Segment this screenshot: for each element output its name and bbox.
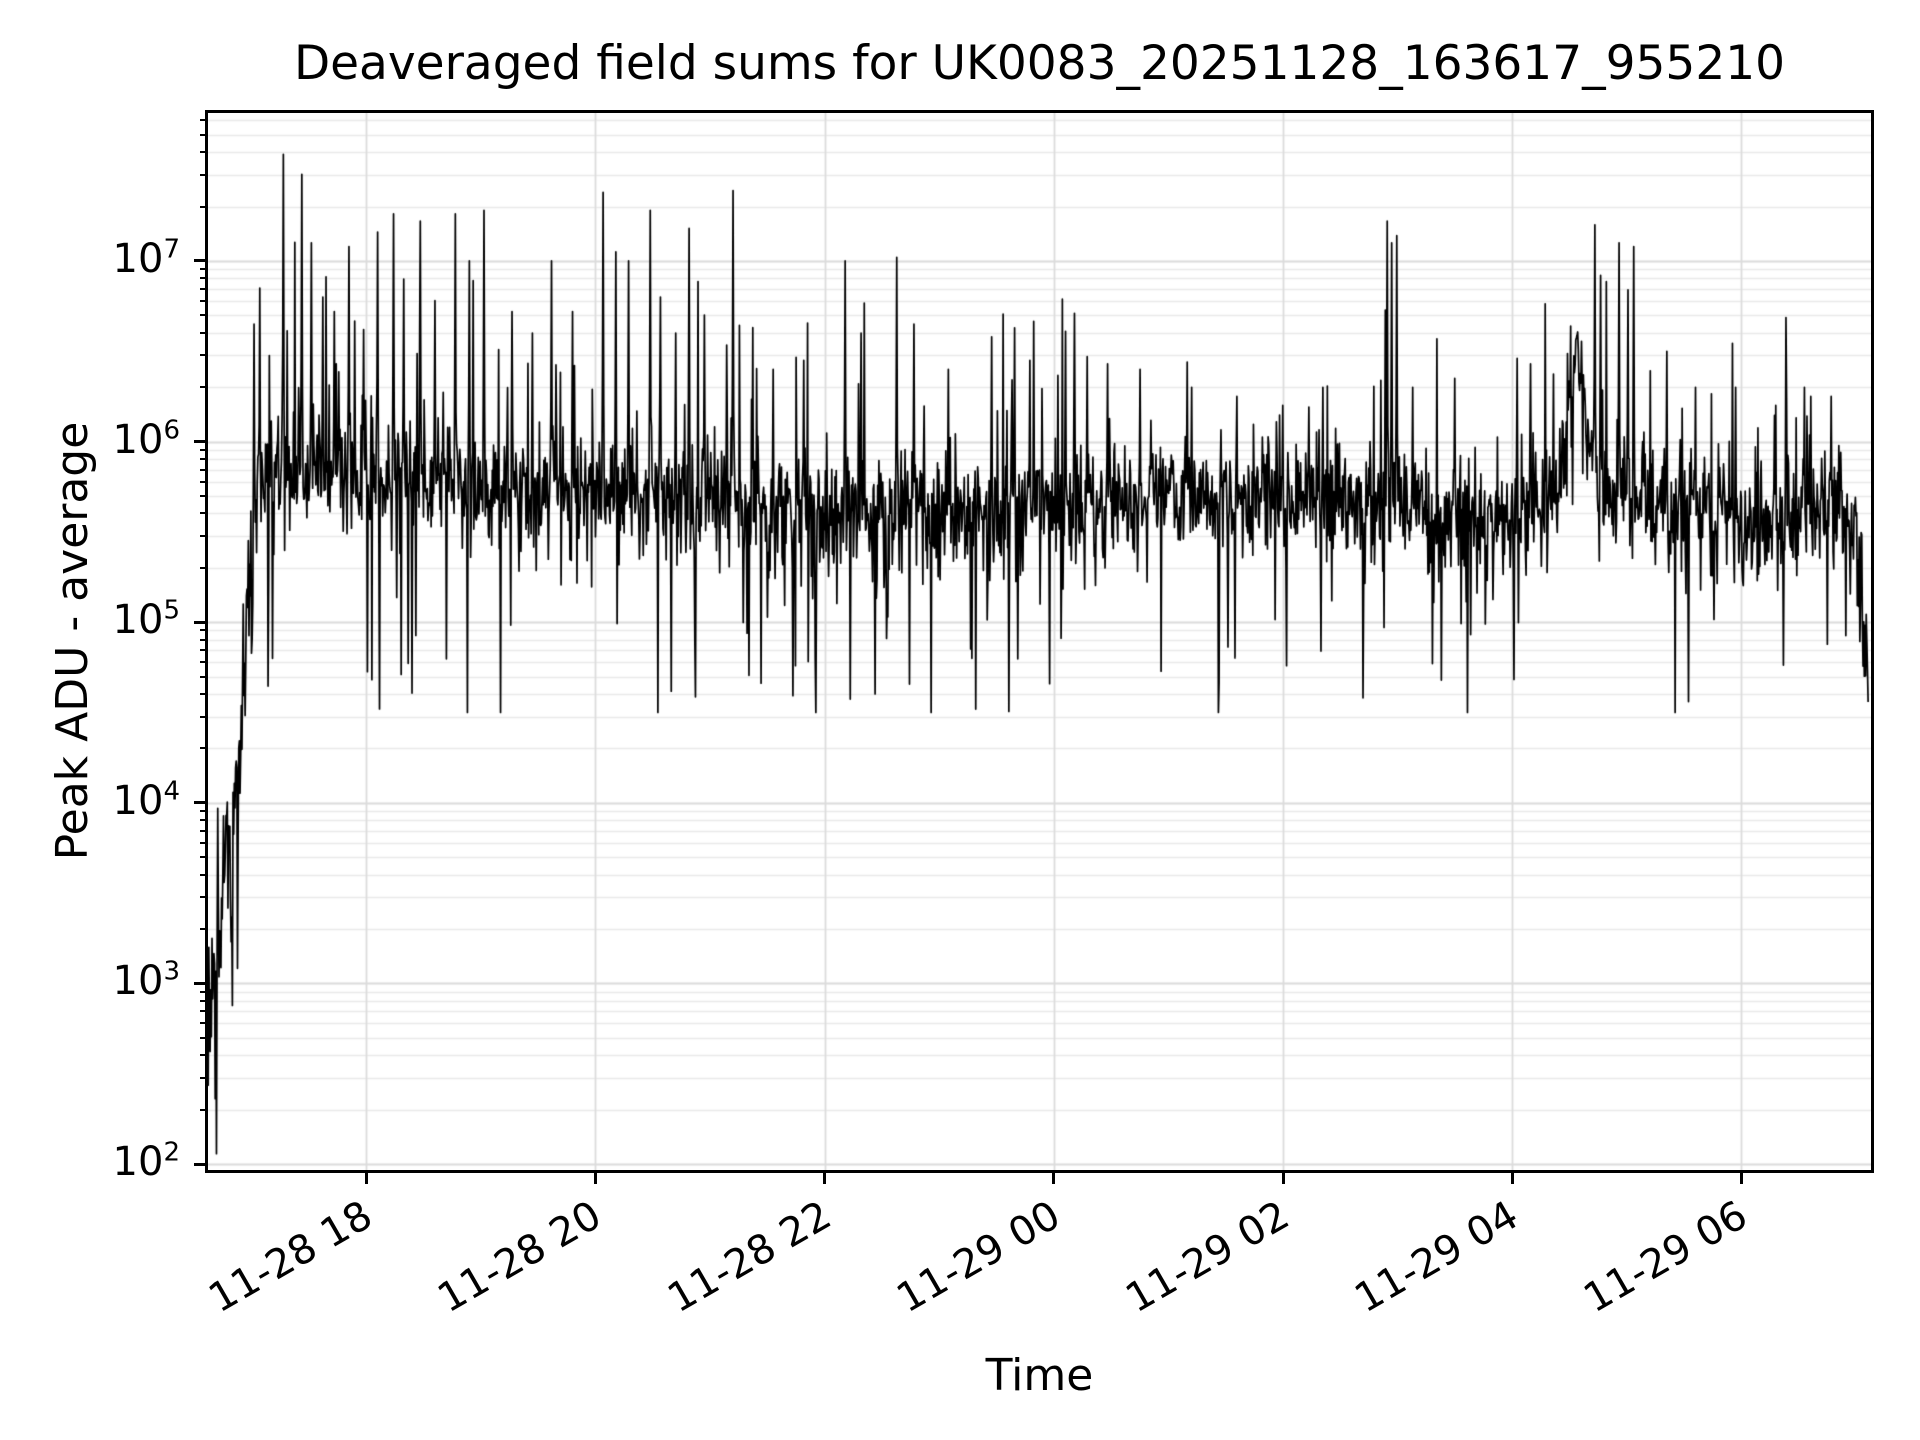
y-major-tick <box>194 981 208 985</box>
y-minor-tick <box>200 873 208 876</box>
y-minor-tick <box>200 205 208 208</box>
y-minor-tick <box>200 448 208 451</box>
x-major-tick <box>1510 1173 1514 1184</box>
y-minor-tick <box>200 856 208 859</box>
y-major-tick <box>194 801 208 805</box>
y-tick-label: 102 <box>112 1137 180 1186</box>
y-minor-tick <box>200 819 208 822</box>
x-tick-label: 11-28 20 <box>430 1192 610 1323</box>
y-minor-tick <box>200 1076 208 1079</box>
x-major-tick <box>1281 1173 1285 1184</box>
y-minor-tick <box>200 300 208 302</box>
y-tick-exponent: 5 <box>163 595 180 626</box>
y-tick-label: 103 <box>112 957 180 1005</box>
x-major-tick <box>823 1173 827 1184</box>
x-tick-label: 11-29 02 <box>1118 1192 1298 1323</box>
chart-title: Deaveraged field sums for UK0083_2025112… <box>293 36 1786 91</box>
y-minor-tick <box>200 638 208 641</box>
y-tick-label: 104 <box>112 776 180 824</box>
y-minor-tick <box>200 1108 208 1111</box>
y-minor-tick <box>200 468 208 471</box>
y-minor-tick <box>200 151 208 154</box>
x-tick-label: 11-28 22 <box>659 1192 839 1323</box>
plot-area <box>205 110 1874 1173</box>
y-minor-tick <box>200 629 208 632</box>
x-tick-label: 11-29 04 <box>1347 1192 1527 1323</box>
y-minor-tick <box>200 1036 208 1039</box>
y-major-tick <box>194 259 208 263</box>
x-tick-label: 11-28 18 <box>201 1192 381 1323</box>
y-minor-tick <box>200 458 208 461</box>
y-minor-tick <box>200 649 208 652</box>
y-minor-tick <box>200 896 208 899</box>
y-minor-tick <box>200 1010 208 1013</box>
y-minor-tick <box>200 494 208 497</box>
y-minor-tick <box>200 480 208 483</box>
y-tick-exponent: 6 <box>163 415 180 446</box>
y-minor-tick <box>200 841 208 844</box>
y-minor-tick <box>200 1054 208 1057</box>
y-minor-tick <box>200 675 208 678</box>
y-minor-tick <box>200 268 208 271</box>
y-major-tick <box>194 440 208 444</box>
y-minor-tick <box>200 810 208 813</box>
y-minor-tick <box>200 1022 208 1025</box>
y-minor-tick <box>200 133 208 136</box>
y-tick-exponent: 4 <box>163 776 180 807</box>
x-major-tick <box>1739 1173 1743 1184</box>
y-minor-tick <box>200 331 208 334</box>
y-tick-exponent: 2 <box>163 1137 180 1168</box>
y-tick-exponent: 3 <box>163 957 180 988</box>
y-minor-tick <box>200 999 208 1002</box>
y-minor-tick <box>200 829 208 832</box>
x-major-tick <box>593 1173 597 1184</box>
y-tick-exponent: 7 <box>163 234 180 265</box>
y-minor-tick <box>200 314 208 317</box>
y-minor-tick <box>200 386 208 389</box>
x-tick-label: 11-29 00 <box>889 1192 1068 1323</box>
y-minor-tick <box>200 715 208 718</box>
y-minor-tick <box>200 928 208 931</box>
y-minor-tick <box>200 693 208 696</box>
x-major-tick <box>1052 1173 1056 1184</box>
y-major-tick <box>194 620 208 624</box>
y-axis-label: Peak ADU - average <box>47 421 98 861</box>
y-tick-label: 105 <box>112 595 180 644</box>
x-axis-label: Time <box>985 1350 1094 1401</box>
y-minor-tick <box>200 566 208 569</box>
y-tick-label: 106 <box>112 415 180 463</box>
y-major-tick <box>194 1162 208 1166</box>
y-tick-label: 107 <box>112 234 180 282</box>
y-minor-tick <box>200 354 208 357</box>
y-minor-tick <box>200 534 208 537</box>
y-minor-tick <box>200 287 208 290</box>
y-minor-tick <box>200 661 208 664</box>
y-minor-tick <box>200 512 208 515</box>
y-minor-tick <box>200 277 208 280</box>
x-tick-label: 11-29 06 <box>1576 1192 1756 1323</box>
y-minor-tick <box>200 119 208 122</box>
y-minor-tick <box>200 173 208 176</box>
y-minor-tick <box>200 990 208 993</box>
y-minor-tick <box>200 747 208 750</box>
data-series-canvas <box>208 113 1871 1170</box>
x-major-tick <box>364 1173 368 1184</box>
